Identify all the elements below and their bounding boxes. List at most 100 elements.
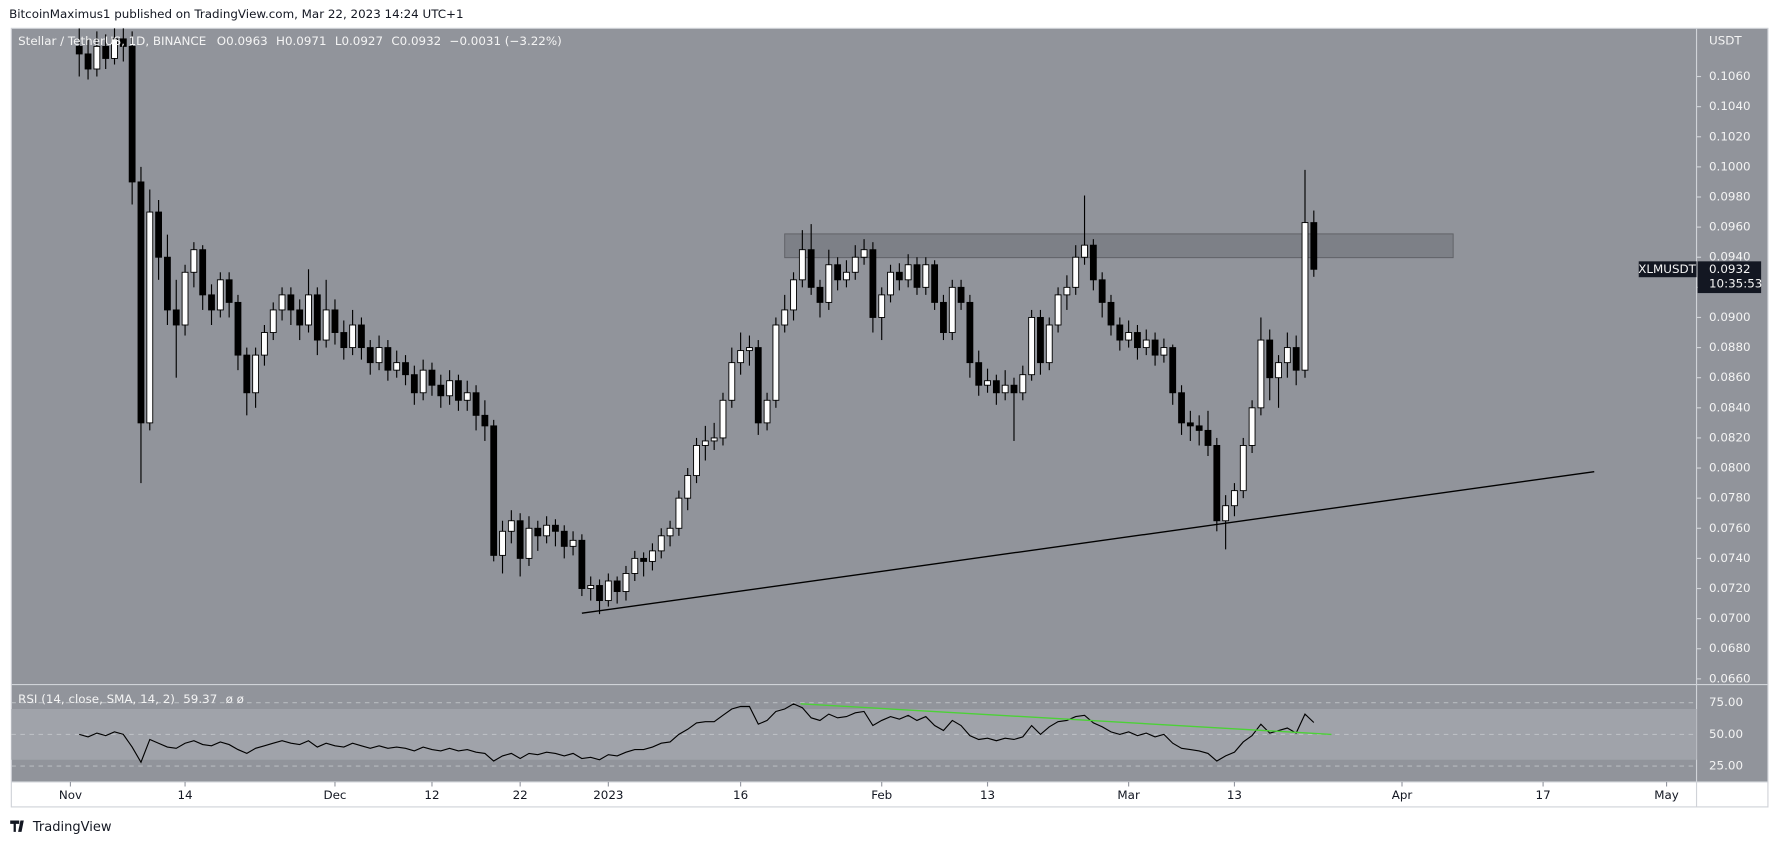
candle-body <box>1292 347 1300 371</box>
candle-body <box>181 271 189 326</box>
candle-body <box>119 38 127 47</box>
legend: Stellar / TetherUS, 1D, BINANCE O0.0963 … <box>18 33 562 47</box>
candle-body <box>234 301 242 356</box>
candle-body <box>913 264 921 288</box>
x-tick-label: 13 <box>980 788 995 802</box>
last-price: 0.0932 <box>1709 262 1751 276</box>
x-tick-label: 22 <box>513 788 528 802</box>
candle-body <box>675 497 683 529</box>
rsi-tick-label: 75.00 <box>1709 695 1743 709</box>
x-tick-label: 2023 <box>593 788 623 802</box>
candle-body <box>419 369 427 394</box>
candle-body <box>1142 339 1150 349</box>
candle-body <box>490 425 498 556</box>
candle-body <box>1054 294 1062 326</box>
y-tick-label: 0.0720 <box>1709 581 1751 595</box>
candle-body <box>622 573 630 592</box>
change: −0.0031 (−3.22%) <box>450 33 562 47</box>
candle-body <box>1098 279 1106 303</box>
h-label: H <box>276 33 285 47</box>
y-tick-label: 0.0680 <box>1709 641 1751 655</box>
rsi-line <box>79 703 1315 764</box>
candle-body <box>1257 339 1265 409</box>
candle-body <box>1213 445 1221 522</box>
y-tick-label: 0.1020 <box>1709 129 1751 143</box>
y-tick-label: 0.0800 <box>1709 461 1751 475</box>
candle-body <box>1239 445 1247 492</box>
candle-body <box>940 301 947 333</box>
y-tick-label: 0.0820 <box>1709 430 1751 444</box>
candle-body <box>190 249 198 273</box>
candle-body <box>922 264 930 288</box>
candle-body <box>463 392 471 401</box>
candle-body <box>1204 429 1212 446</box>
time-axis-bg <box>11 781 1768 807</box>
x-tick-label: Mar <box>1117 788 1140 802</box>
candle-body <box>1151 339 1159 356</box>
ticker: XLMUSDT <box>1638 262 1696 276</box>
candle-body <box>1275 362 1282 379</box>
candle-body <box>1019 374 1027 394</box>
candle-body <box>393 362 401 371</box>
y-tick-label: 0.1040 <box>1709 99 1751 113</box>
candle-body <box>604 580 612 602</box>
candle-body <box>578 539 586 589</box>
candle-body <box>155 211 163 258</box>
countdown: 10:35:53 <box>1709 277 1762 291</box>
x-tick-label: Dec <box>323 788 346 802</box>
candle-body <box>322 309 330 341</box>
price-pane <box>75 28 1595 615</box>
candle-body <box>402 362 409 376</box>
rsi-divergence <box>800 703 1332 736</box>
rsi-band <box>11 709 1697 760</box>
candle-body <box>111 38 118 59</box>
candle-body <box>1001 384 1009 394</box>
candle-body <box>296 309 304 326</box>
candle-body <box>216 279 224 311</box>
l-value: 0.0927 <box>341 33 383 47</box>
x-tick-label: May <box>1654 788 1679 802</box>
candle-body <box>834 264 842 281</box>
x-tick-label: 13 <box>1227 788 1242 802</box>
candle-body <box>596 585 603 602</box>
candle-body <box>437 384 445 397</box>
candle-body <box>869 249 877 318</box>
candle-body <box>1283 347 1291 364</box>
candle-body <box>957 286 965 303</box>
candle-body <box>781 309 789 326</box>
candle-body <box>137 181 145 424</box>
candle-body <box>1301 222 1309 371</box>
candle-body <box>666 527 674 537</box>
candle-body <box>1195 425 1203 431</box>
candle-body <box>1125 332 1133 341</box>
candle-body <box>772 324 780 401</box>
candle-body <box>75 45 83 55</box>
rsi-value: 59.37 <box>183 692 217 706</box>
resistance-zone <box>784 233 1454 259</box>
candle-body <box>358 324 365 349</box>
candle-body <box>1231 490 1238 507</box>
candle-body <box>1178 392 1185 424</box>
candle-body <box>1266 339 1274 379</box>
rsi-tick-label: 50.00 <box>1709 727 1743 741</box>
candle-body <box>199 249 207 296</box>
candle-body <box>728 362 736 401</box>
c-label: C <box>391 33 399 47</box>
candle-body <box>261 332 268 356</box>
candle-body <box>1310 222 1318 270</box>
candle-body <box>719 399 727 439</box>
candle-body <box>164 256 171 311</box>
candle-body <box>1116 324 1124 341</box>
candle-body <box>816 286 824 303</box>
candle-body <box>640 557 648 562</box>
currency: USDT <box>1709 33 1742 47</box>
candle-body <box>278 294 286 311</box>
candle-body <box>507 520 515 532</box>
chart-bg <box>11 28 1768 782</box>
candle-body <box>128 45 136 183</box>
candle-body <box>552 524 559 532</box>
y-tick-label: 0.0960 <box>1709 220 1751 234</box>
candle-body <box>384 347 392 371</box>
candle-body <box>851 256 859 273</box>
candle-body <box>252 354 260 394</box>
